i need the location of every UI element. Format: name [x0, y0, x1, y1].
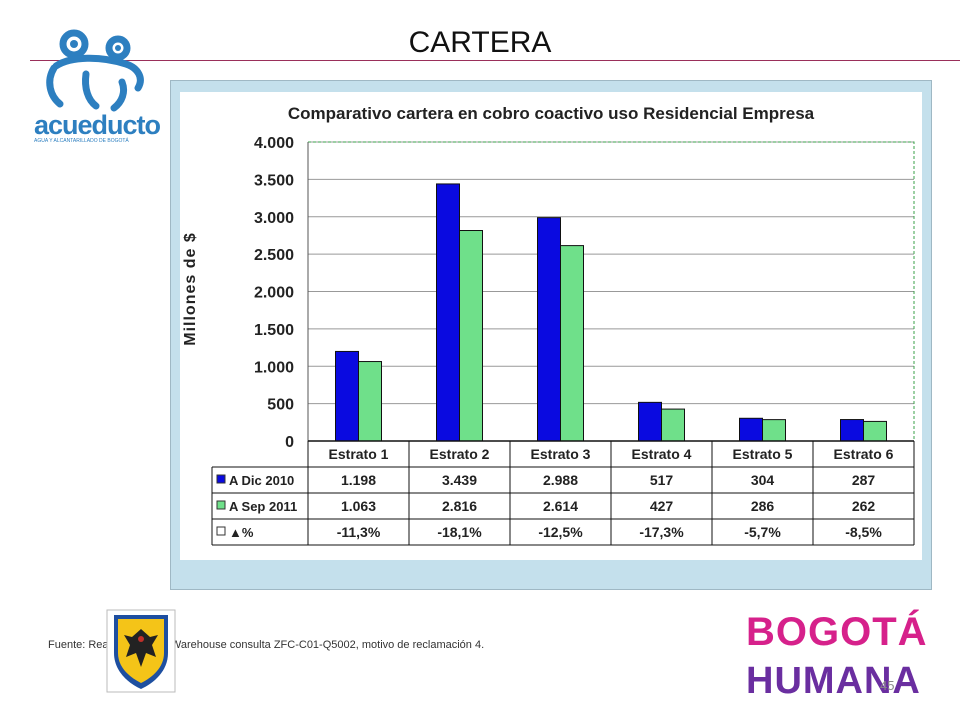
bar [335, 350, 359, 442]
x-category-label: Estrato 1 [329, 446, 389, 462]
bar [638, 401, 662, 442]
y-tick-label: 4.000 [254, 135, 294, 152]
coat-of-arms-icon [106, 609, 176, 693]
data-label: 2.816 [442, 498, 477, 514]
bar [840, 419, 864, 442]
bar [537, 217, 561, 442]
frog-icon [46, 29, 144, 112]
bar [661, 408, 685, 442]
data-label: -5,7% [744, 524, 781, 540]
data-label: 2.988 [543, 472, 578, 488]
title-divider [30, 60, 960, 61]
legend-label: ▲% [229, 525, 254, 540]
x-category-label: Estrato 4 [632, 446, 692, 462]
page-number: 45 [880, 678, 895, 693]
x-category-label: Estrato 5 [733, 446, 793, 462]
legend-swatch [216, 526, 226, 536]
x-category-label: Estrato 6 [834, 446, 894, 462]
data-label: 262 [852, 498, 876, 514]
data-label: 1.063 [341, 498, 376, 514]
humana-wordmark: HUMANA [746, 660, 921, 702]
bar [739, 417, 763, 442]
acueducto-name: acueducto [34, 110, 161, 140]
acueducto-logo: acueducto AGUA Y ALCANTARILLADO DE BOGOT… [26, 26, 164, 144]
y-tick-label: 0 [285, 434, 294, 451]
data-label: -8,5% [845, 524, 882, 540]
bogota-crest [106, 609, 176, 693]
data-label: -12,5% [538, 524, 583, 540]
y-tick-label: 2.000 [254, 285, 294, 302]
bar [762, 419, 786, 442]
x-category-label: Estrato 2 [430, 446, 490, 462]
legend-label: A Sep 2011 [229, 499, 297, 514]
legend-swatch [216, 500, 226, 510]
bar [358, 361, 382, 442]
legend-swatch [216, 474, 226, 484]
y-tick-label: 3.500 [254, 172, 294, 189]
data-label: 1.198 [341, 472, 376, 488]
bar [560, 245, 584, 442]
bogota-humana-logo: BOGOTÁ HUMANA [742, 608, 927, 704]
bar [863, 420, 887, 442]
data-label: 517 [650, 472, 674, 488]
y-tick-label: 2.500 [254, 247, 294, 264]
y-tick-label: 3.000 [254, 210, 294, 227]
data-label: -18,1% [437, 524, 482, 540]
bar [459, 230, 483, 442]
data-label: -17,3% [639, 524, 684, 540]
bogota-wordmark: BOGOTÁ [746, 610, 928, 654]
data-label: 3.439 [442, 472, 477, 488]
y-tick-label: 500 [267, 397, 294, 414]
bar [436, 183, 460, 442]
data-label: -11,3% [337, 524, 381, 540]
data-label: 287 [852, 472, 876, 488]
data-label: 427 [650, 498, 674, 514]
y-tick-label: 1.000 [254, 359, 294, 376]
chart-title: Comparativo cartera en cobro coactivo us… [287, 104, 815, 123]
acueducto-subtitle: AGUA Y ALCANTARILLADO DE BOGOTÁ [34, 138, 129, 144]
data-label: 286 [751, 498, 775, 514]
x-category-label: Estrato 3 [531, 446, 591, 462]
slide-title: CARTERA [408, 26, 552, 59]
data-label: 2.614 [543, 498, 578, 514]
legend-label: A Dic 2010 [229, 473, 294, 488]
data-label: 304 [751, 472, 775, 488]
y-tick-label: 1.500 [254, 322, 294, 339]
